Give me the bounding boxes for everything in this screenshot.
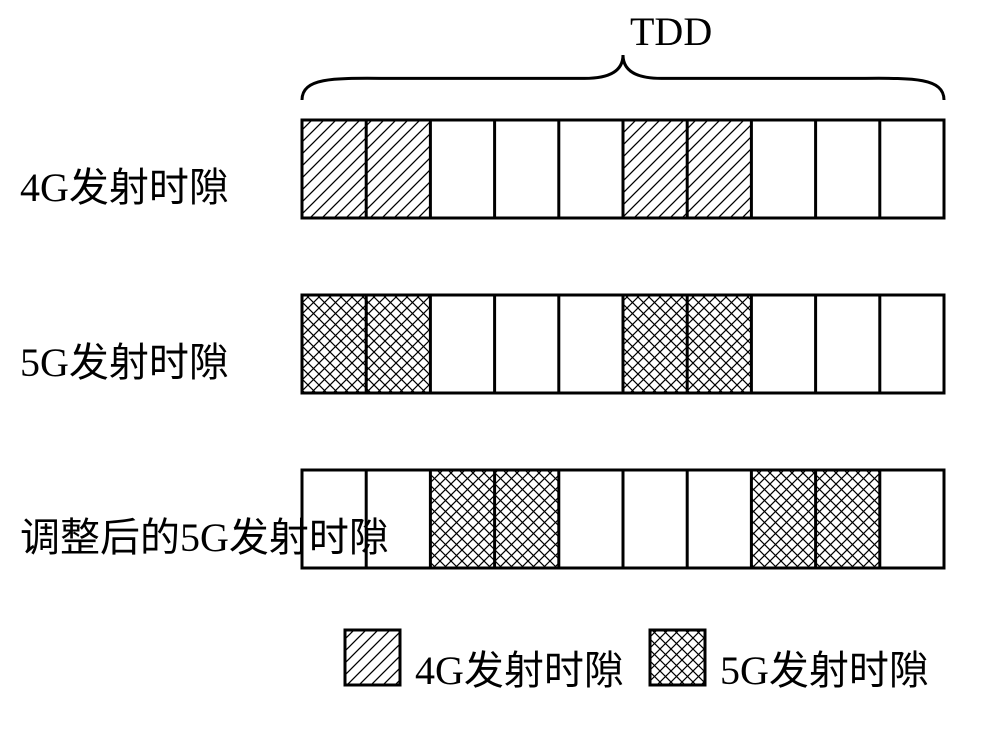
slot-fill — [816, 470, 880, 568]
slot-fill — [687, 295, 751, 393]
slot-fill — [430, 470, 494, 568]
row-label-1: 5G发射时隙 — [20, 330, 229, 388]
slot-fill — [623, 120, 687, 218]
tdd-title: TDD — [630, 8, 712, 55]
slot-fill — [302, 295, 366, 393]
slot-fill — [302, 120, 366, 218]
row-label-2: 调整后的5G发射时隙 — [20, 505, 389, 563]
legend-label-0: 4G发射时隙 — [415, 638, 624, 696]
slot-row-1 — [302, 295, 944, 393]
slot-fill — [623, 295, 687, 393]
legend-swatch-0 — [345, 630, 400, 685]
slot-row-0 — [302, 120, 944, 218]
brace — [302, 55, 944, 100]
legend-swatch-1 — [650, 630, 705, 685]
slot-fill — [366, 120, 430, 218]
slot-fill — [751, 470, 815, 568]
slot-row-2 — [302, 470, 944, 568]
slot-fill — [687, 120, 751, 218]
legend-label-1: 5G发射时隙 — [720, 638, 929, 696]
slot-fill — [495, 470, 559, 568]
row-label-0: 4G发射时隙 — [20, 155, 229, 213]
slot-fill — [366, 295, 430, 393]
